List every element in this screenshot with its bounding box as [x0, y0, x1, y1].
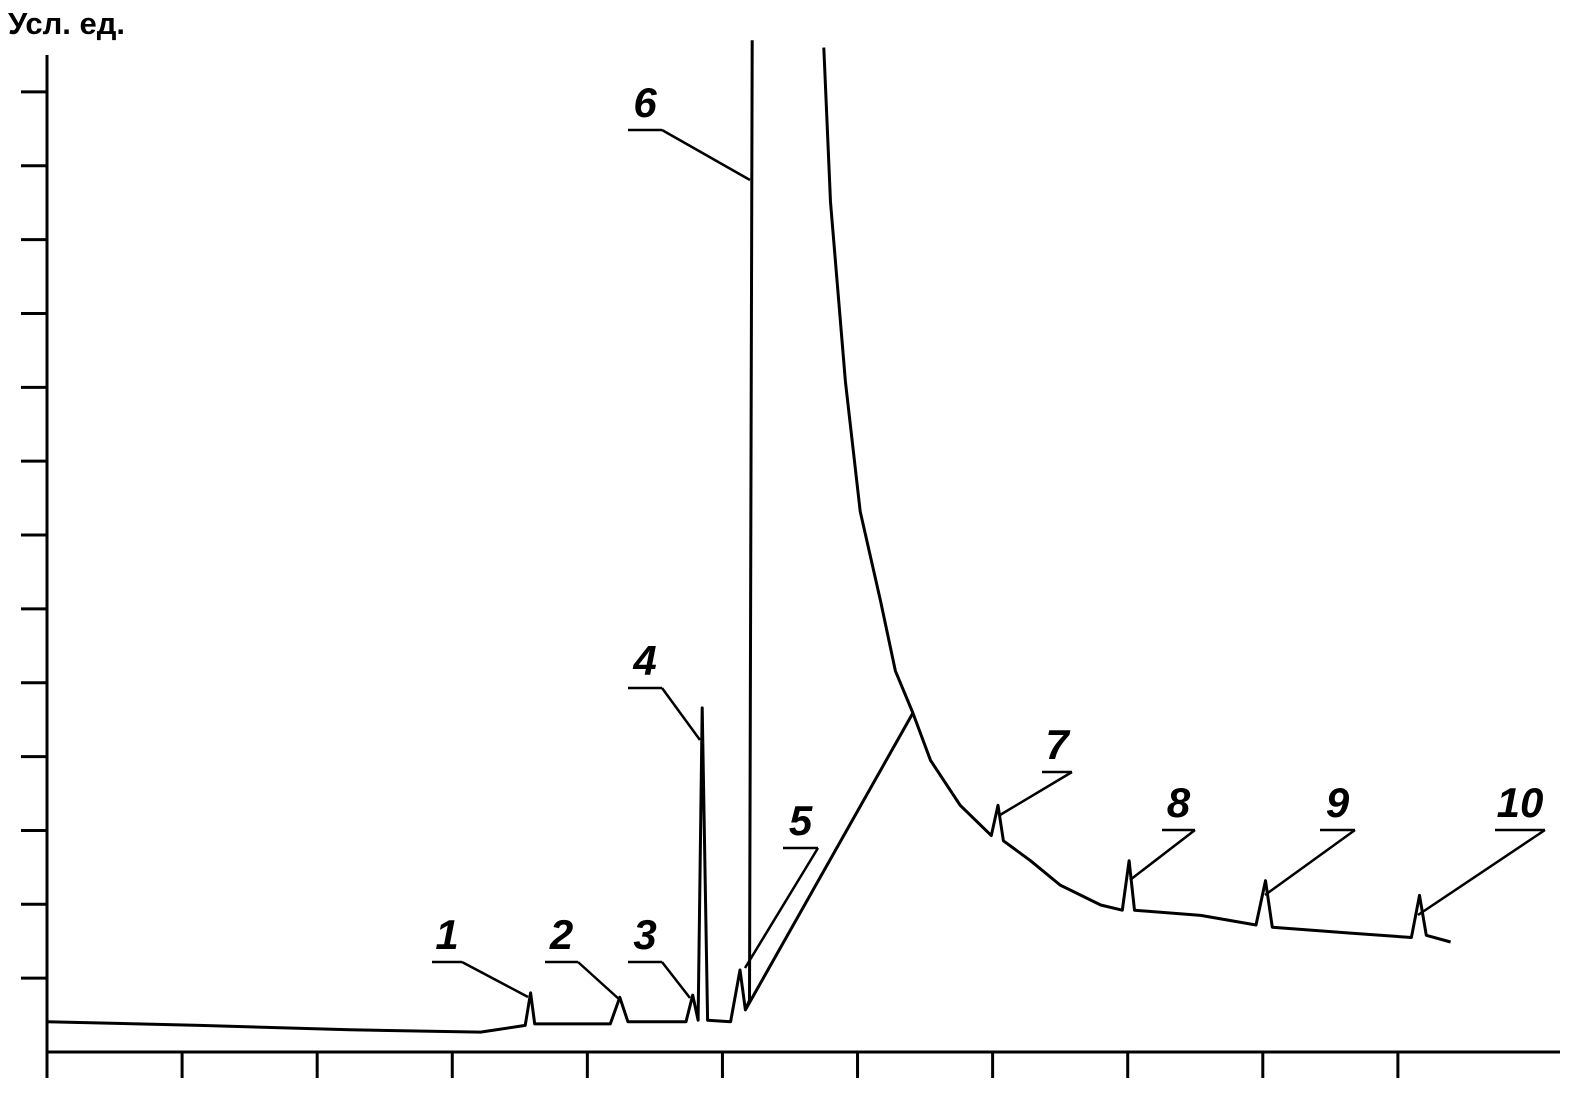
peak-label: 1	[435, 911, 458, 958]
leader-line	[999, 770, 1073, 817]
peak-label: 2	[549, 911, 573, 958]
leader-line	[660, 687, 702, 741]
leader-line	[1264, 828, 1356, 897]
chromatogram-trace	[46, 40, 1451, 1034]
y-axis-label: Усл. ед.	[8, 6, 125, 41]
leader-line	[661, 128, 751, 182]
peak-label: 8	[1167, 779, 1191, 826]
leader-line	[461, 960, 529, 999]
peak-label: 4	[632, 637, 656, 684]
peak-label: 9	[1326, 779, 1350, 826]
leader-line	[1129, 829, 1196, 881]
leader-line	[1417, 828, 1546, 917]
peak-label: 3	[633, 911, 656, 958]
baseline-line	[744, 712, 915, 1011]
peak-label: 6	[633, 79, 657, 126]
leader-line	[577, 961, 621, 1001]
leader-line	[661, 961, 691, 999]
peak-label: 10	[1497, 779, 1544, 826]
peak-label: 7	[1045, 721, 1070, 768]
leader-line	[743, 847, 820, 969]
peak-label: 5	[789, 797, 813, 844]
